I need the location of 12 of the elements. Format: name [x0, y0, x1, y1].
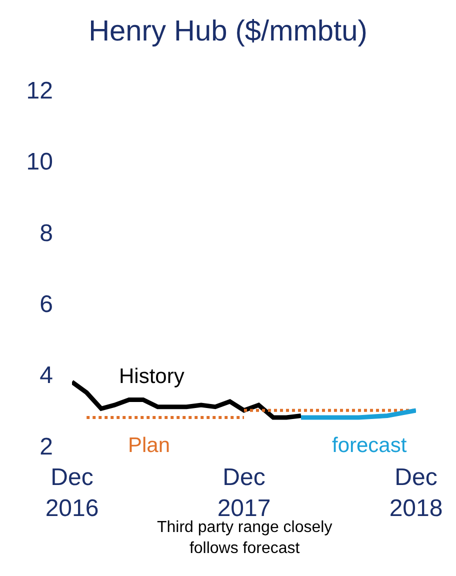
- series-label: History: [119, 365, 185, 388]
- series-label: Plan: [128, 434, 170, 457]
- series-label: forecast: [332, 434, 407, 457]
- y-tick-label: 2: [40, 433, 53, 460]
- x-tick-label: Dec 2016: [45, 464, 99, 522]
- y-tick-label: 8: [40, 220, 53, 247]
- y-tick-label: 10: [26, 148, 53, 176]
- y-tick-label: 12: [26, 77, 53, 104]
- chart-title: Henry Hub ($/mmbtu): [88, 15, 368, 48]
- x-tick-label: Dec 2018: [389, 464, 443, 522]
- y-tick-label: 6: [40, 291, 53, 318]
- y-tick-label: 4: [40, 362, 53, 390]
